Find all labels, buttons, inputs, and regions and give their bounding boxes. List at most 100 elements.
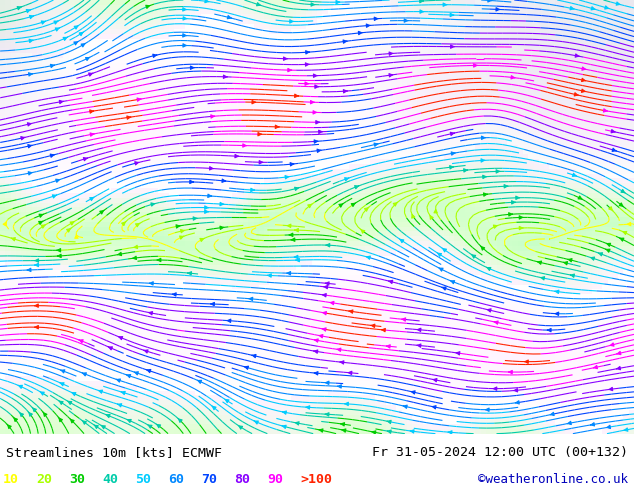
FancyArrowPatch shape [319,335,323,338]
FancyArrowPatch shape [325,282,329,285]
FancyArrowPatch shape [50,154,55,157]
FancyArrowPatch shape [127,116,131,119]
FancyArrowPatch shape [482,175,486,178]
FancyArrowPatch shape [67,228,71,232]
FancyArrowPatch shape [82,373,86,376]
FancyArrowPatch shape [294,255,298,259]
FancyArrowPatch shape [612,148,616,151]
FancyArrowPatch shape [306,406,309,409]
FancyArrowPatch shape [609,207,613,211]
FancyArrowPatch shape [366,24,370,27]
FancyArrowPatch shape [30,16,34,19]
FancyArrowPatch shape [439,268,443,271]
FancyArrowPatch shape [382,328,385,332]
FancyArrowPatch shape [456,352,460,355]
FancyArrowPatch shape [252,354,256,358]
FancyArrowPatch shape [282,425,286,428]
FancyArrowPatch shape [487,309,491,312]
FancyArrowPatch shape [590,257,595,260]
FancyArrowPatch shape [291,238,295,242]
Text: 30: 30 [69,473,85,487]
FancyArrowPatch shape [417,344,421,347]
FancyArrowPatch shape [290,20,294,23]
FancyArrowPatch shape [121,392,126,394]
FancyArrowPatch shape [442,248,446,252]
FancyArrowPatch shape [208,194,212,197]
FancyArrowPatch shape [389,280,392,284]
FancyArrowPatch shape [387,430,391,433]
FancyArrowPatch shape [619,238,624,241]
FancyArrowPatch shape [258,132,262,136]
FancyArrowPatch shape [137,98,141,101]
FancyArrowPatch shape [41,21,46,24]
FancyArrowPatch shape [574,93,578,96]
FancyArrowPatch shape [153,54,157,57]
FancyArrowPatch shape [616,367,621,370]
FancyArrowPatch shape [514,389,517,392]
FancyArrowPatch shape [89,110,94,113]
FancyArrowPatch shape [609,388,612,391]
FancyArrowPatch shape [94,425,98,428]
FancyArrowPatch shape [127,419,131,422]
FancyArrowPatch shape [420,0,424,3]
FancyArrowPatch shape [35,325,39,329]
Text: 70: 70 [201,473,217,487]
FancyArrowPatch shape [624,428,628,431]
FancyArrowPatch shape [336,0,340,4]
FancyArrowPatch shape [568,259,572,262]
FancyArrowPatch shape [311,100,314,104]
FancyArrowPatch shape [519,216,523,219]
FancyArrowPatch shape [134,372,138,375]
FancyArrowPatch shape [515,401,519,404]
FancyArrowPatch shape [616,2,620,5]
FancyArrowPatch shape [60,383,64,386]
FancyArrowPatch shape [289,233,293,237]
FancyArrowPatch shape [249,297,253,301]
FancyArrowPatch shape [257,2,261,6]
FancyArrowPatch shape [450,166,453,169]
FancyArrowPatch shape [39,214,43,217]
FancyArrowPatch shape [41,225,46,228]
FancyArrowPatch shape [34,304,38,307]
FancyArrowPatch shape [564,262,567,265]
FancyArrowPatch shape [387,420,391,423]
FancyArrowPatch shape [323,312,327,315]
FancyArrowPatch shape [67,401,72,404]
FancyArrowPatch shape [567,421,571,424]
FancyArrowPatch shape [486,268,491,270]
FancyArrowPatch shape [343,40,347,43]
FancyArrowPatch shape [295,258,299,262]
FancyArrowPatch shape [79,340,83,343]
FancyArrowPatch shape [288,69,292,72]
FancyArrowPatch shape [106,415,110,417]
FancyArrowPatch shape [74,25,79,29]
Text: ©weatheronline.co.uk: ©weatheronline.co.uk [477,473,628,487]
FancyArrowPatch shape [210,302,214,306]
FancyArrowPatch shape [322,328,326,331]
FancyArrowPatch shape [448,431,452,434]
FancyArrowPatch shape [393,202,398,206]
FancyArrowPatch shape [287,224,291,227]
FancyArrowPatch shape [314,350,318,353]
FancyArrowPatch shape [224,399,229,403]
FancyArrowPatch shape [287,271,290,275]
FancyArrowPatch shape [211,115,215,118]
FancyArrowPatch shape [7,424,11,429]
FancyArrowPatch shape [89,73,93,76]
FancyArrowPatch shape [119,337,123,340]
FancyArrowPatch shape [17,6,22,10]
FancyArrowPatch shape [555,290,559,294]
FancyArrowPatch shape [136,223,140,227]
FancyArrowPatch shape [432,406,436,409]
FancyArrowPatch shape [493,387,497,391]
FancyArrowPatch shape [511,75,515,79]
FancyArrowPatch shape [151,203,155,206]
FancyArrowPatch shape [13,417,18,421]
FancyArrowPatch shape [146,5,150,8]
FancyArrowPatch shape [443,3,447,6]
FancyArrowPatch shape [325,381,329,385]
FancyArrowPatch shape [319,429,323,432]
FancyArrowPatch shape [290,163,294,166]
FancyArrowPatch shape [29,412,32,416]
FancyArrowPatch shape [209,167,214,170]
